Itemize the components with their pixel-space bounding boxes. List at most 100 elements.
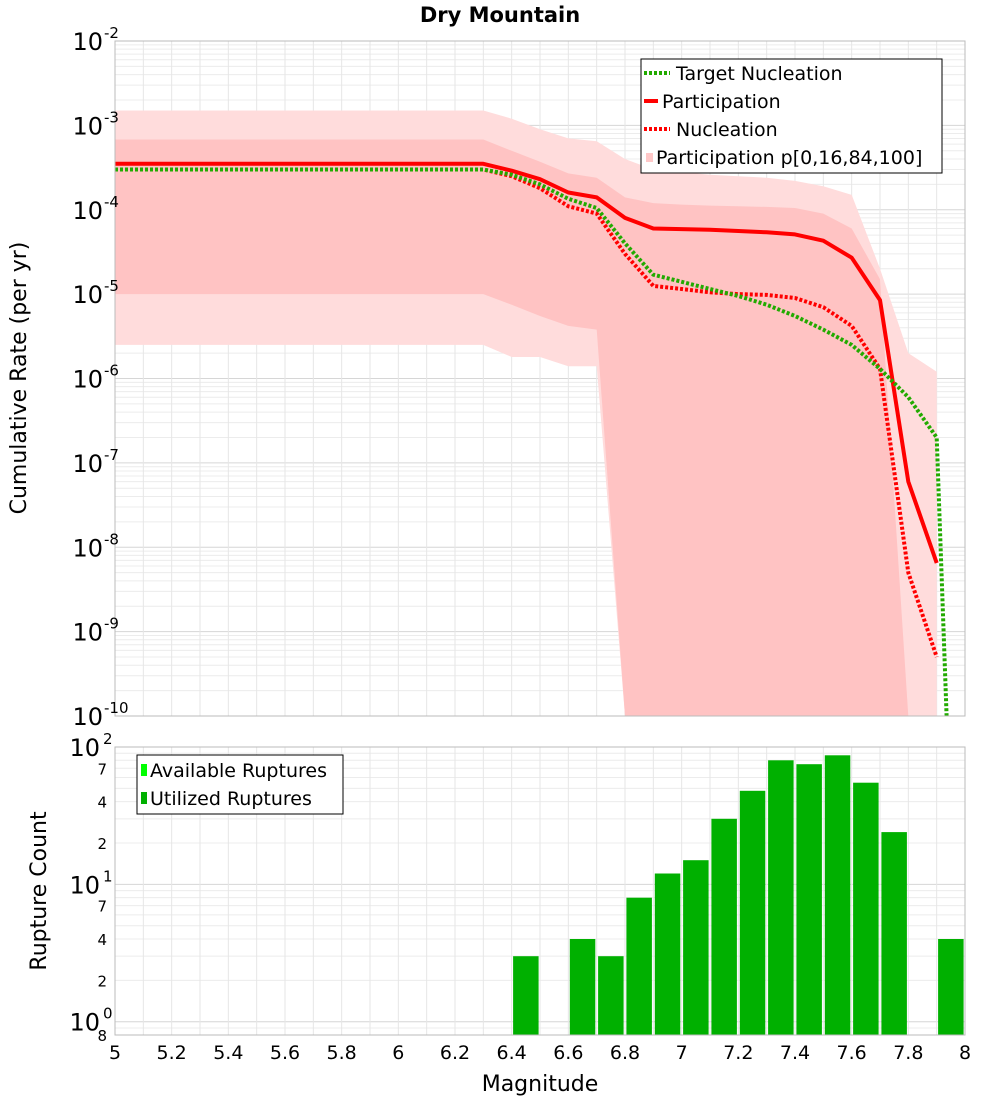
y-tick-exponent: -3 (104, 108, 119, 126)
x-tick-label: 6.2 (440, 1042, 470, 1064)
x-tick-label: 6.4 (497, 1042, 527, 1064)
participation-bands (115, 110, 937, 716)
y-tick-base: 10 (72, 619, 103, 647)
y-tick-label: 10 -6 (72, 362, 119, 394)
y-tick-label: 10 -8 (72, 530, 119, 562)
legend-label: Target Nucleation (675, 63, 843, 85)
y-tick-base: 10 (69, 1009, 100, 1037)
x-tick-label: 5.4 (213, 1042, 243, 1064)
x-tick-label: 5.8 (327, 1042, 357, 1064)
y-tick-label: 10 2 (69, 730, 112, 762)
y-tick-exponent: 0 (103, 1005, 113, 1023)
y-tick-label: 10 -2 (72, 24, 119, 56)
y-tick-base: 10 (72, 197, 103, 225)
rate-legend: Target Nucleation Participation Nucleation… (640, 58, 943, 174)
rupture-bar (824, 755, 851, 1035)
y-minor-tick-label: 4 (97, 931, 107, 949)
y-tick-exponent: -9 (104, 615, 119, 633)
x-axis-label: Magnitude (482, 1072, 599, 1097)
y-tick-base: 10 (72, 366, 103, 394)
y-tick-base: 10 (69, 871, 100, 899)
y-tick-exponent: -2 (104, 24, 119, 42)
y-tick-base: 10 (72, 28, 103, 56)
y-minor-tick-label: 7 (97, 898, 107, 916)
y-tick-exponent: -10 (104, 699, 129, 717)
rupture-plot-frame (114, 746, 966, 1036)
x-tick-label: 6 (392, 1042, 404, 1064)
y-tick-base: 10 (72, 450, 103, 478)
y-tick-label: 10 0 (69, 1005, 112, 1037)
x-tick-label: 7 (676, 1042, 688, 1064)
y-tick-exponent: -4 (104, 193, 119, 211)
y-tick-base: 10 (72, 281, 103, 309)
rupture-bar (683, 860, 709, 1035)
y-tick-base: 10 (72, 534, 103, 562)
y-tick-label: 10 -9 (72, 615, 119, 647)
rupture-bar (569, 939, 596, 1035)
legend-label: Available Ruptures (150, 760, 327, 782)
rupture-bars (513, 755, 964, 1035)
y-minor-tick-label: 2 (97, 972, 107, 990)
legend-label: Utilized Ruptures (150, 788, 312, 810)
y-tick-label: 10 -4 (72, 193, 119, 225)
legend-item-target-nucleation: Target Nucleation (644, 63, 843, 85)
y-tick-exponent: 2 (103, 730, 113, 748)
legend-label: Nucleation (676, 119, 778, 141)
rupture-legend: Available Ruptures Utilized Ruptures (136, 754, 344, 815)
legend-label: Participation (662, 91, 781, 113)
y-tick-exponent: -5 (104, 277, 119, 295)
y-minor-tick-label: 8 (97, 1027, 107, 1045)
rupture-bar (626, 897, 652, 1035)
x-tick-label: 7.2 (723, 1042, 753, 1064)
legend-swatch (141, 764, 147, 776)
y-tick-label: 10 -5 (72, 277, 119, 309)
rupture-bar (881, 832, 907, 1035)
rupture-bar (654, 873, 681, 1035)
rupture-bar (768, 760, 794, 1035)
y-tick-exponent: -8 (104, 530, 119, 548)
chart-title: Dry Mountain (420, 3, 580, 27)
rupture-bar (513, 956, 539, 1035)
legend-swatch (646, 153, 653, 162)
series-line-target-nucleation (115, 167, 949, 717)
x-tick-labels: 5 5.2 5.4 5.6 5.8 6 6.2 6.4 6.6 6.8 7 7.2 7.4 7.6 7.8 8 (109, 1042, 971, 1064)
legend-swatch (141, 792, 147, 804)
x-tick-label: 6.6 (553, 1042, 583, 1064)
x-tick-label: 5 (109, 1042, 121, 1064)
participation-band-p16-p84 (115, 139, 937, 716)
rate-legend-box (640, 58, 943, 174)
y-tick-label: 10 -10 (72, 699, 128, 731)
y-tick-label: 10 -3 (72, 108, 119, 140)
y-minor-tick-label: 4 (97, 794, 107, 812)
top-y-axis-label: Cumulative Rate (per yr) (7, 242, 32, 515)
x-tick-label: 5.2 (157, 1042, 187, 1064)
x-tick-label: 6.8 (610, 1042, 640, 1064)
rupture-bar (796, 764, 822, 1035)
legend-item-participation: Participation (644, 91, 781, 113)
y-tick-exponent: 1 (103, 867, 113, 885)
y-tick-label: 10 -7 (72, 446, 119, 478)
x-tick-label: 7.4 (780, 1042, 810, 1064)
rate-lines (115, 161, 949, 717)
rupture-bar (711, 818, 737, 1035)
series-line-nucleation (115, 167, 939, 658)
legend-item-available-ruptures: Available Ruptures (141, 760, 327, 782)
legend-item-nucleation: Nucleation (644, 119, 778, 141)
rupture-bar (598, 956, 624, 1035)
bottom-y-axis-label: Rupture Count (27, 811, 52, 971)
y-tick-exponent: -6 (104, 362, 119, 380)
rupture-legend-box (136, 754, 344, 815)
y-minor-tick-label: 2 (97, 835, 107, 853)
y-tick-exponent: -7 (104, 446, 119, 464)
y-minor-tick-label: 7 (97, 760, 107, 778)
x-tick-label: 8 (959, 1042, 971, 1064)
rupture-bar (938, 939, 964, 1035)
legend-label: Participation p[0,16,84,100] (656, 147, 922, 169)
legend-item-utilized-ruptures: Utilized Ruptures (141, 788, 312, 810)
y-tick-base: 10 (72, 703, 103, 731)
